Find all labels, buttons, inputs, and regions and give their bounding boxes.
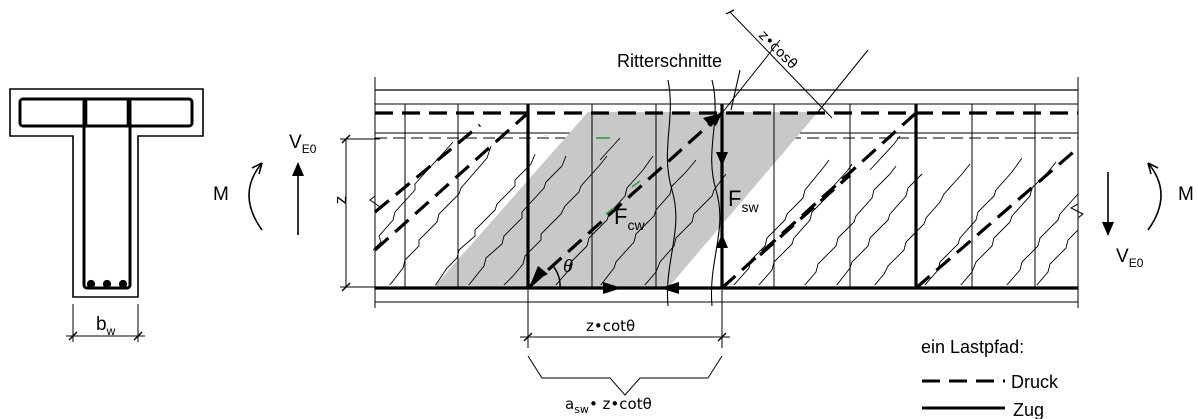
z-cos-theta-dimension <box>721 9 869 119</box>
thin-stirrups <box>404 104 1036 288</box>
v-e0-left-label: VE0 <box>289 132 317 156</box>
z-cot-theta-label: z•cotθ <box>586 317 635 335</box>
theta-label: θ <box>563 256 573 276</box>
t-section-cross-section <box>9 88 204 342</box>
theta-arc <box>552 265 561 289</box>
right-shear-arrow <box>1102 172 1114 236</box>
right-moment-arrow <box>1147 162 1162 231</box>
ritterschnitte-label: Ritterschnitte <box>617 51 722 71</box>
legend-item-druck: Druck <box>1011 372 1059 392</box>
strut-markers <box>596 137 641 215</box>
legend-item-zug: Zug <box>1013 400 1044 419</box>
b-w-label: bw <box>96 314 116 338</box>
crack-pattern <box>373 135 1078 285</box>
asw-z-cot-theta-label: asw• z•cotθ <box>565 395 652 416</box>
moment-right-label: M <box>1178 184 1194 205</box>
stirrup-force-arrows <box>716 152 728 248</box>
spacing-brace <box>527 355 723 396</box>
lever-arm-dimension <box>340 134 380 292</box>
f-cw-label: Fcw <box>614 204 645 233</box>
z-cot-theta-dimension <box>520 290 730 348</box>
f-sw-label: Fsw <box>728 186 759 215</box>
v-e0-right-label: VE0 <box>1116 246 1144 270</box>
left-moment-arrow <box>248 162 263 231</box>
legend: ein Lastpfad: Druck Zug <box>921 337 1059 419</box>
legend-title: ein Lastpfad: <box>921 337 1024 357</box>
ritter-sections <box>666 69 741 307</box>
z-cos-theta-label: z•cosθ <box>755 28 800 73</box>
compression-diagonals <box>373 111 1080 290</box>
force-arrows <box>531 113 722 294</box>
lever-arm-label: z <box>331 196 350 205</box>
moment-left-label: M <box>213 184 229 205</box>
left-shear-arrow <box>292 162 304 235</box>
thick-stirrups <box>526 104 918 288</box>
